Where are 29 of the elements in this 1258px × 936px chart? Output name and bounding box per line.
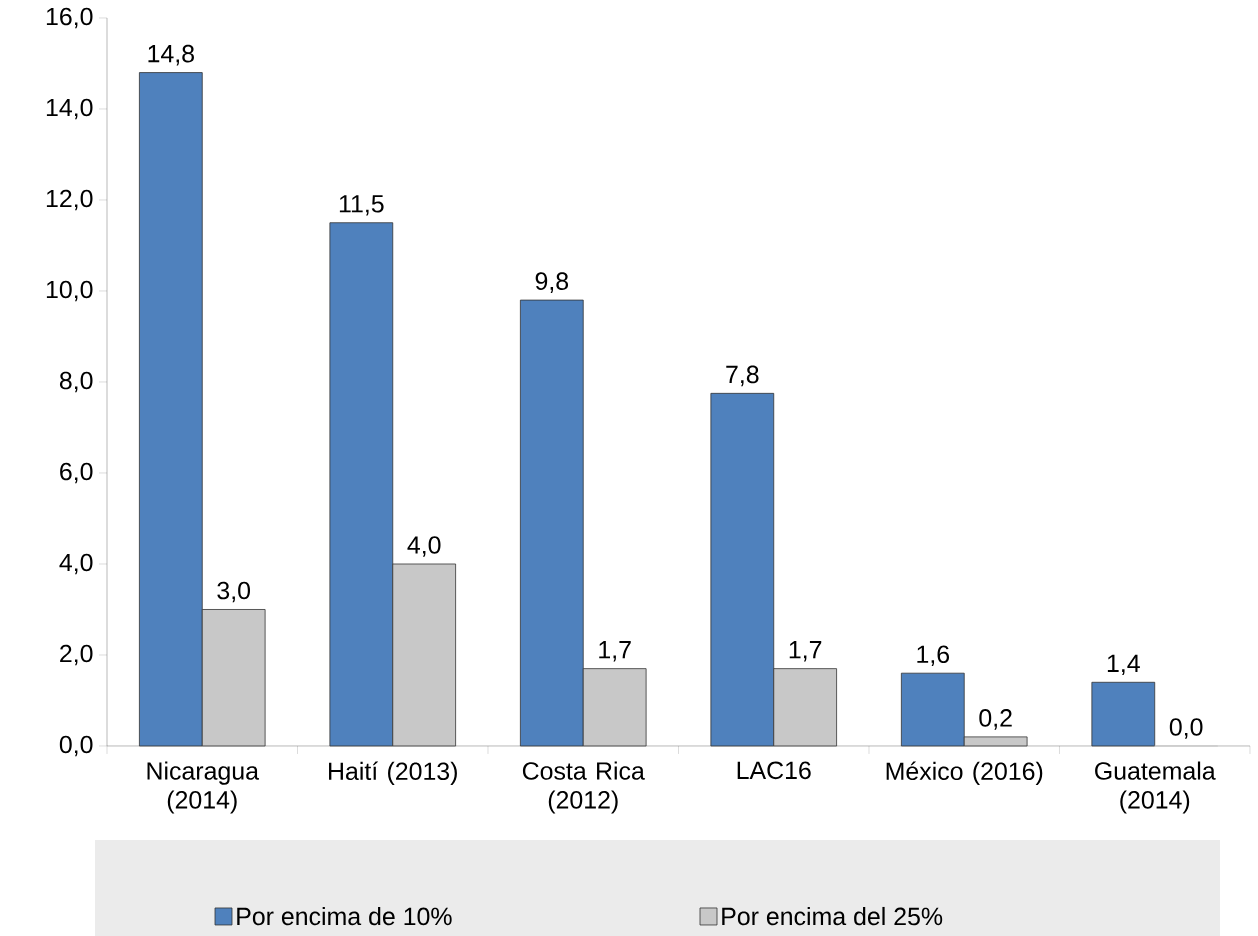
data-label: 0,2 [979,709,1012,730]
y-tick-label: 8,0 [59,371,93,393]
data-label: 14,8 [148,44,194,66]
y-tick-label: 6,0 [60,462,93,484]
x-tick-label: Nicaragua (2014) [147,761,259,814]
legend-label: Por encima de 10% [237,906,452,926]
data-label: 1,7 [789,641,822,662]
data-label: 9,8 [535,272,569,293]
x-tick-label: Guatemala (2014) [1095,761,1216,814]
data-label: 1,4 [1107,654,1140,676]
x-tick-label: Costa Rica (2012) [522,761,645,814]
x-tick-label: Haití (2013) [329,761,457,785]
data-label: 0,0 [1169,718,1203,739]
x-tick-label: México (2016) [886,761,1043,785]
y-tick-label: 4,0 [59,553,93,575]
y-tick-label: 2,0 [60,644,93,666]
data-label: 1,6 [917,645,950,666]
y-tick-label: 16,0 [46,7,93,29]
data-label: 1,7 [599,641,631,662]
y-tick-label: 10,0 [46,280,93,302]
y-tick-label: 14,0 [46,98,93,120]
y-tick-label: 12,0 [46,189,93,211]
data-label: 7,8 [726,365,759,387]
y-tick-label: 0,0 [59,735,93,757]
data-label: 4,0 [407,536,441,557]
x-tick-label: LAC16 [737,761,811,780]
data-label: 3,0 [217,581,251,603]
data-label: 11,5 [339,195,384,216]
legend-label: Por encima del 25% [722,906,943,926]
